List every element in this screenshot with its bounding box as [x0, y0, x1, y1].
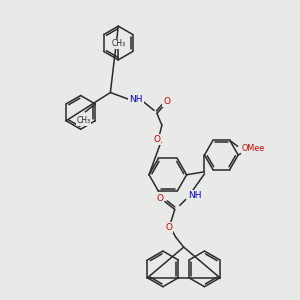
Text: OMe: OMe: [242, 144, 260, 153]
Text: OMe: OMe: [247, 143, 265, 152]
Text: O: O: [165, 223, 172, 232]
Text: NH: NH: [129, 95, 143, 104]
Text: O: O: [163, 97, 170, 106]
Text: NH: NH: [188, 191, 201, 200]
Text: CH₃: CH₃: [111, 40, 125, 49]
Text: O: O: [153, 135, 161, 144]
Text: O: O: [156, 194, 164, 203]
Text: CH₃: CH₃: [76, 116, 90, 125]
